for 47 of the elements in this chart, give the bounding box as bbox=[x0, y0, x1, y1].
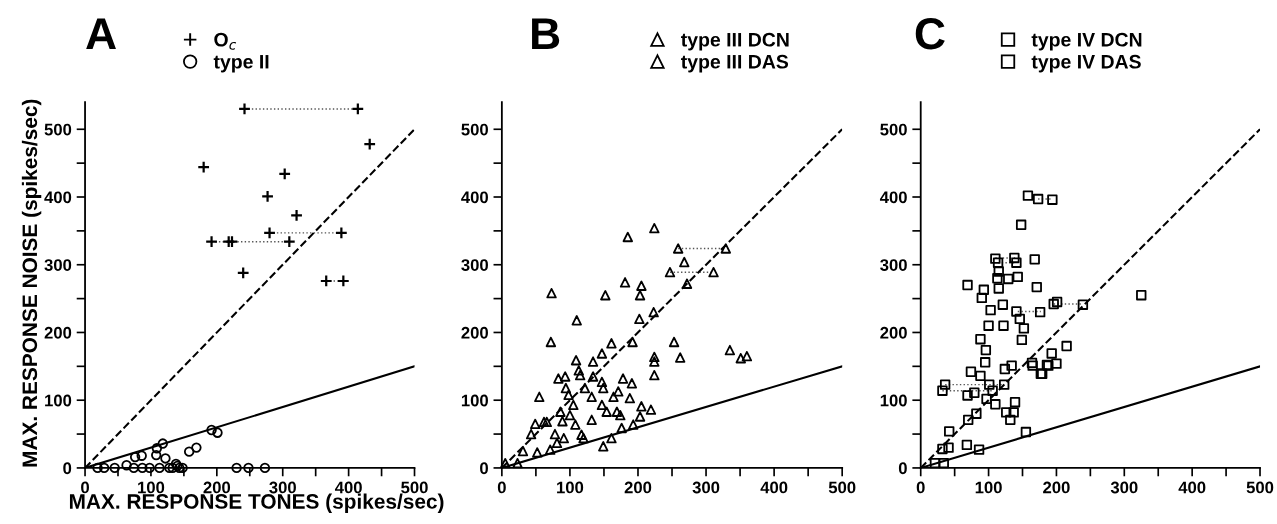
legend-label: type II bbox=[213, 55, 269, 73]
x-tick-label: 0 bbox=[497, 481, 506, 494]
chart-title: C bbox=[915, 18, 945, 50]
legend-label: type IV DCN bbox=[1031, 32, 1142, 51]
x-tick-label: 300 bbox=[269, 481, 296, 494]
y-tick-label: 0 bbox=[480, 462, 488, 475]
y-tick-label: 500 bbox=[880, 123, 907, 136]
x-tick-label: 0 bbox=[81, 481, 89, 494]
x-tick-label: 400 bbox=[760, 481, 788, 494]
y-tick-label: 100 bbox=[45, 394, 72, 407]
y-tick-label: 400 bbox=[461, 191, 488, 204]
y-tick-label: 500 bbox=[44, 123, 72, 136]
y-tick-label: 400 bbox=[879, 191, 907, 204]
y-tick-label: 200 bbox=[880, 326, 907, 339]
y-tick-label: 300 bbox=[44, 259, 72, 271]
x-tick-label: 400 bbox=[1178, 481, 1206, 494]
y-tick-label: 0 bbox=[63, 462, 72, 475]
x-tick-label: 100 bbox=[557, 481, 584, 494]
y-tick-label: 300 bbox=[461, 259, 488, 271]
x-axis-title: MAX. RESPONSE TONES (spikes/sec) bbox=[69, 493, 444, 513]
y-tick-label: 100 bbox=[461, 394, 488, 407]
x-tick-label: 0 bbox=[916, 481, 925, 494]
x-tick-label: 500 bbox=[1246, 481, 1274, 494]
legend-label: type III DCN bbox=[681, 32, 789, 51]
x-tick-label: 100 bbox=[975, 481, 1002, 494]
y-tick-label: 500 bbox=[461, 123, 488, 136]
x-tick-label: 300 bbox=[692, 481, 720, 494]
x-tick-label: 200 bbox=[1043, 481, 1070, 494]
chart-title: B bbox=[532, 18, 560, 50]
legend-label: O$_{c}$ bbox=[214, 32, 237, 50]
legend-label: type III DAS bbox=[681, 54, 789, 73]
y-tick-label: 200 bbox=[44, 326, 72, 339]
x-tick-label: 300 bbox=[1110, 481, 1138, 494]
y-tick-label: 300 bbox=[880, 259, 907, 271]
x-tick-label: 500 bbox=[401, 481, 428, 494]
x-tick-label: 200 bbox=[624, 481, 652, 494]
y-tick-label: 100 bbox=[880, 394, 907, 407]
x-tick-label: 400 bbox=[334, 481, 362, 494]
x-tick-label: 200 bbox=[203, 481, 231, 494]
x-tick-label: 500 bbox=[828, 481, 856, 494]
y-tick-label: 400 bbox=[44, 191, 72, 204]
x-tick-label: 100 bbox=[138, 481, 165, 494]
legend-label: type IV DAS bbox=[1031, 54, 1141, 73]
chart-title: A bbox=[86, 18, 116, 50]
y-tick-label: 0 bbox=[898, 462, 907, 475]
y-axis-title: MAX. RESPONSE NOISE (spikes/sec) bbox=[21, 99, 42, 467]
y-tick-label: 200 bbox=[461, 326, 488, 339]
